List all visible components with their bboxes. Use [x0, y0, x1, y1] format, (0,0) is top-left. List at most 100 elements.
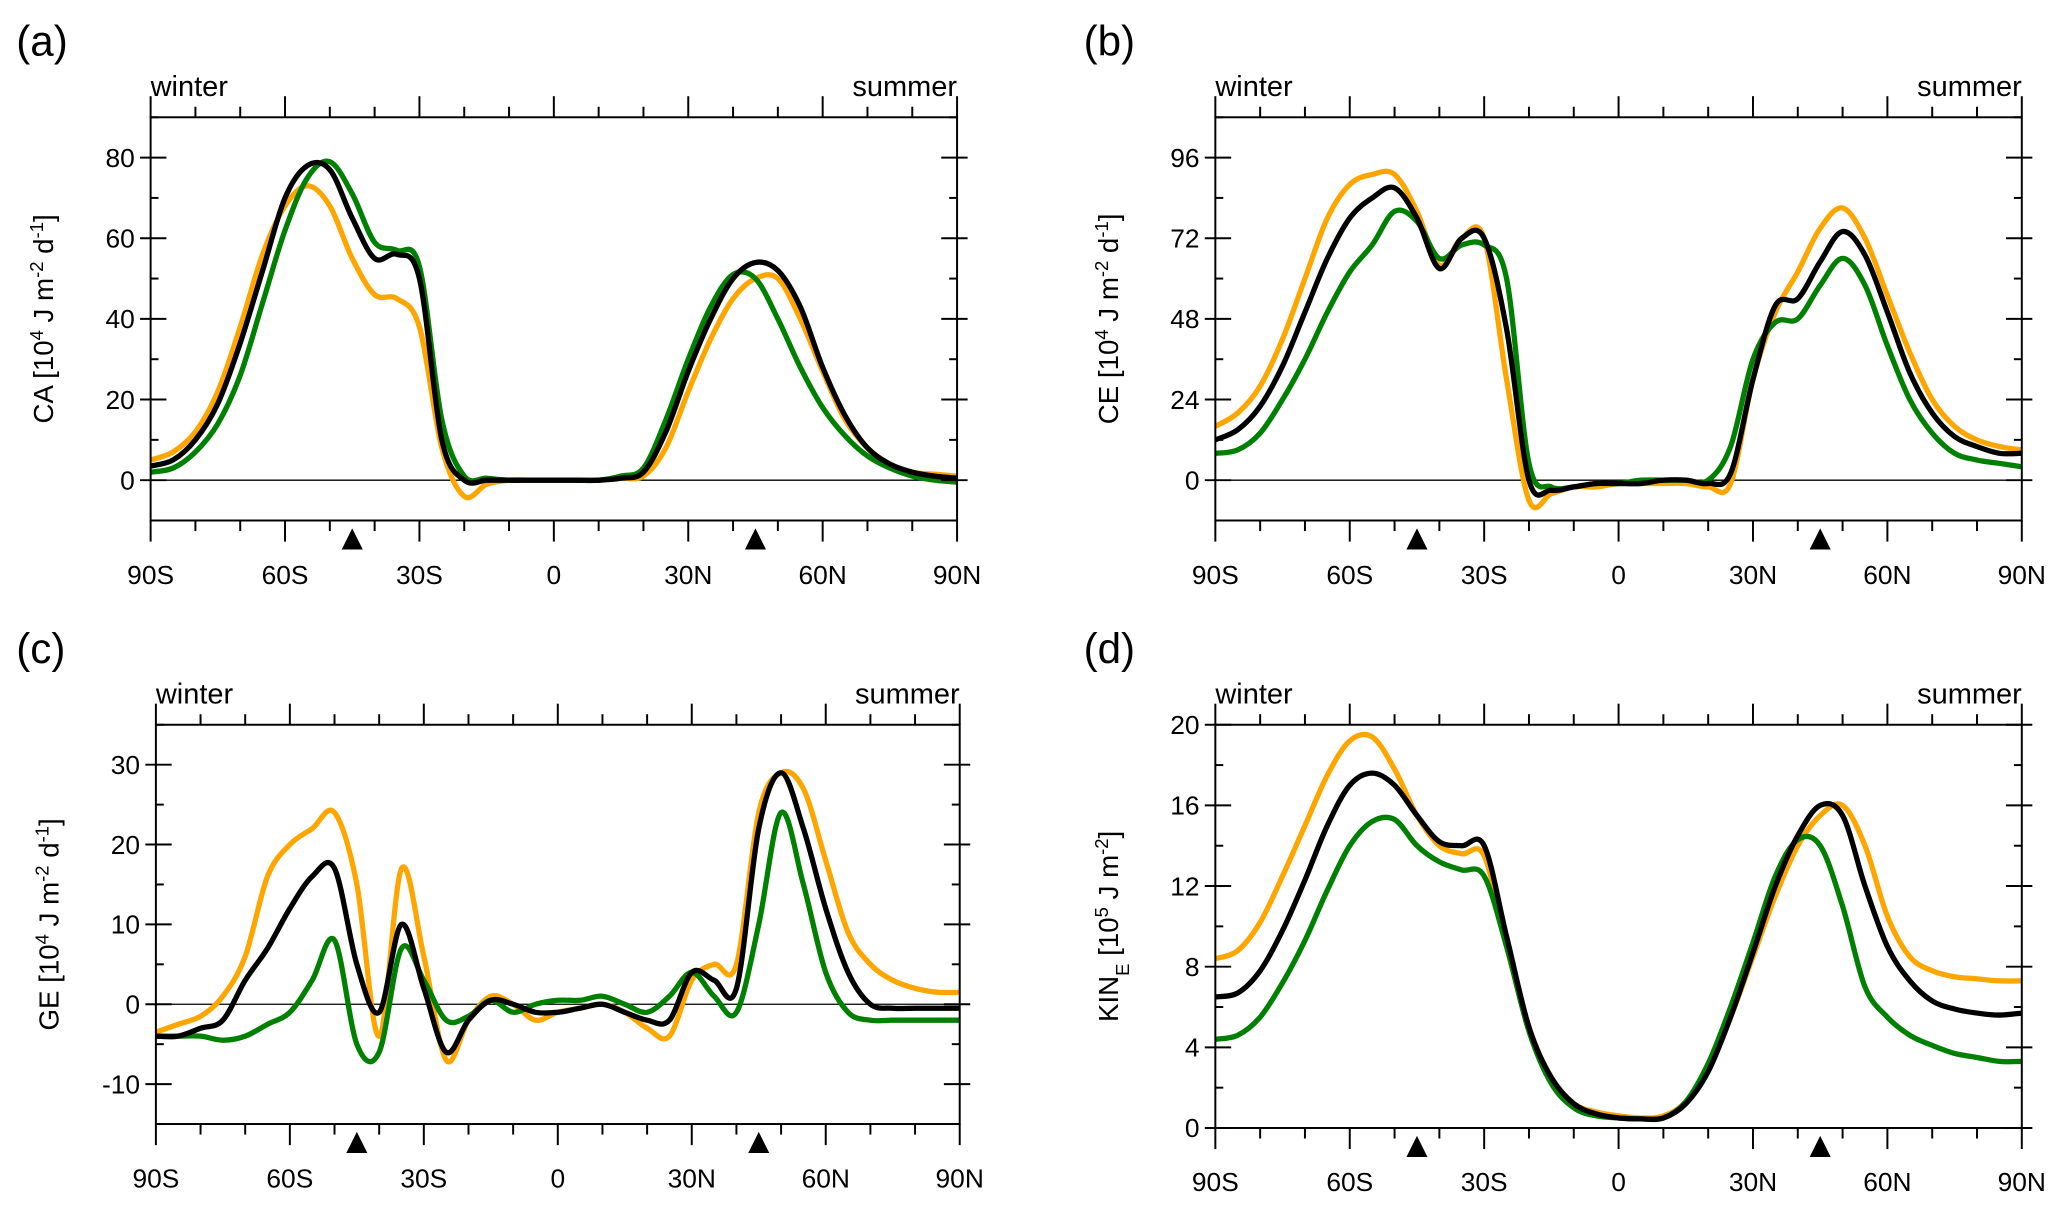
y-axis-label-part: d: [28, 238, 59, 261]
y-axis-label-part: d: [33, 842, 64, 865]
y-tick-label: 0: [1185, 1113, 1200, 1143]
x-tick-label: 90S: [1192, 1167, 1239, 1197]
y-axis-label-part: -1: [31, 826, 52, 842]
y-axis-label-part: J m: [1093, 855, 1124, 907]
winter-label: winter: [1214, 71, 1293, 103]
y-axis-label: KINE [105 J m-2]: [1090, 831, 1132, 1022]
y-axis-label-part: J m: [28, 278, 59, 330]
y-tick-label: 20: [105, 385, 134, 415]
y-tick-label: 10: [111, 910, 140, 940]
panel-label: (c): [16, 625, 65, 672]
series-line-orange: [1215, 168, 2022, 511]
x-tick-label: 30S: [400, 1163, 447, 1193]
plot-frame: [154, 723, 961, 1126]
y-axis-label-part: J m: [33, 882, 64, 934]
winter-label: winter: [155, 679, 234, 711]
latitude-marker-triangle: [1406, 528, 1428, 550]
y-axis-label-part: -2: [26, 262, 47, 278]
x-tick-label: 90S: [132, 1163, 179, 1193]
x-tick-label: 60S: [266, 1163, 313, 1193]
x-tick-label: 30N: [668, 1163, 716, 1193]
y-axis-label: CE [104 J m-2 d-1]: [1090, 214, 1124, 425]
y-tick-label: 20: [1170, 710, 1199, 740]
y-tick-label: 0: [1185, 465, 1200, 495]
y-tick-label: 16: [1170, 791, 1199, 821]
latitude-marker-triangle: [744, 528, 766, 550]
y-axis-label-part: 4: [31, 934, 52, 944]
latitude-marker-triangle: [1809, 528, 1831, 550]
series-line-green: [155, 809, 960, 1065]
y-tick-label: 72: [1170, 223, 1199, 253]
series-line-black: [150, 159, 958, 486]
summer-label: summer: [855, 679, 960, 711]
latitude-marker-triangle: [341, 528, 363, 550]
plot-frame: [1214, 116, 2023, 522]
x-tick-label: 30N: [664, 560, 712, 590]
summer-label: summer: [852, 71, 957, 103]
y-axis-label-part: CA [10: [28, 340, 59, 423]
y-axis-label-part: J m: [1093, 277, 1124, 329]
summer-label: summer: [1917, 679, 2022, 711]
summer-label: summer: [1917, 71, 2022, 103]
x-tick-label: 60N: [802, 1163, 850, 1193]
x-tick-label: 0: [547, 560, 562, 590]
series-line-green: [150, 158, 958, 485]
x-tick-label: 90N: [1998, 1167, 2046, 1197]
series-group: [155, 768, 960, 1065]
y-axis-label-part: 4: [26, 330, 47, 340]
y-axis-label-part: 4: [1090, 329, 1111, 339]
latitude-marker-triangle: [748, 1131, 770, 1154]
y-axis-label-part: -2: [1090, 838, 1111, 854]
y-axis-label-part: GE [10: [33, 944, 64, 1030]
series-group: [1215, 168, 2022, 511]
x-tick-label: 90S: [1192, 560, 1239, 590]
y-axis-label-part: ]: [1093, 214, 1124, 222]
panel-a: (a) winter summer 90S 60S 30S 0 30N 60N 90N 0 20 40 6…: [16, 17, 981, 589]
series-group: [150, 158, 958, 501]
y-tick-label: 80: [105, 143, 134, 173]
y-axis-label-part: KIN: [1093, 976, 1124, 1022]
y-tick-label: 20: [111, 830, 140, 860]
series-line-black: [1215, 184, 2022, 498]
x-tick-label: 30N: [1729, 1167, 1777, 1197]
y-tick-label: 0: [120, 465, 135, 495]
series-line-black: [1215, 770, 2022, 1123]
y-tick-label: 24: [1170, 385, 1199, 415]
y-tick-label: 60: [105, 223, 134, 253]
y-tick-label: -10: [102, 1069, 140, 1099]
y-tick-label: 0: [125, 989, 140, 1019]
x-tick-label: 90N: [936, 1163, 984, 1193]
series-line-orange: [1215, 731, 2022, 1121]
latitude-marker-triangle: [1809, 1135, 1831, 1157]
plot-frame: [1214, 723, 2023, 1129]
winter-label: winter: [150, 71, 229, 103]
y-axis-label-part: d: [1093, 238, 1124, 261]
y-axis-label-part: CE [10: [1093, 340, 1124, 425]
y-axis-label-part: [10: [1093, 917, 1124, 963]
y-tick-label: 30: [111, 750, 140, 780]
x-tick-label: 60S: [1326, 560, 1373, 590]
series-line-black: [155, 770, 960, 1056]
series-line-orange: [155, 768, 960, 1065]
y-axis-label: CA [104 J m-2 d-1]: [26, 214, 60, 423]
y-tick-label: 48: [1170, 304, 1199, 334]
x-tick-label: 60S: [1326, 1167, 1373, 1197]
plot-frame: [149, 116, 959, 522]
winter-label: winter: [1214, 679, 1293, 711]
y-tick-label: 8: [1185, 952, 1200, 982]
x-tick-label: 30S: [1461, 560, 1508, 590]
x-tick-label: 90N: [933, 560, 981, 590]
y-axis-label-part: ]: [33, 818, 64, 826]
y-axis-label: GE [104 J m-2 d-1]: [31, 818, 65, 1030]
panel-b: (b) winter summer 90S 60S 30S 0 30N 60N 90N 0 24 48 7…: [1084, 17, 2046, 589]
x-tick-label: 0: [1611, 1167, 1626, 1197]
x-tick-label: 30S: [1461, 1167, 1508, 1197]
y-axis-label-part: E: [1111, 964, 1132, 976]
x-tick-label: 60N: [798, 560, 846, 590]
y-axis-label-part: -2: [1090, 261, 1111, 277]
series-group: [1215, 731, 2022, 1123]
latitude-marker-triangle: [346, 1131, 368, 1154]
y-tick-label: 96: [1170, 143, 1199, 173]
y-tick-label: 12: [1170, 871, 1199, 901]
